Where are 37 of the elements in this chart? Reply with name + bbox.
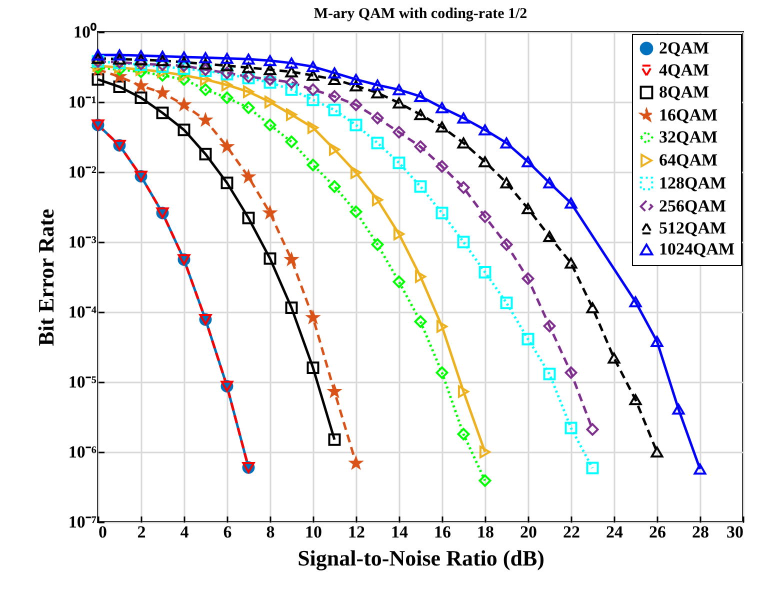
x-tick-label: 14 [391,522,408,542]
y-tick-label: 10⁻⁷ [68,512,96,532]
y-tick-label: 10⁻³ [68,232,96,252]
y-tick-label: 10⁻⁴ [68,302,96,322]
x-tick-label: 30 [726,522,744,542]
y-tick-label: 10⁻¹ [68,92,96,112]
x-tick-label: 20 [520,522,537,542]
chart-title: M-ary QAM with coding-rate 1/2 [314,6,528,22]
y-tick-label: 10⁻² [68,162,96,182]
x-tick-label: 8 [266,522,275,542]
x-axis-title: Signal-to-Noise Ratio (dB) [298,546,544,570]
x-tick-label: 18 [477,522,494,542]
legend-label: 1024QAM [659,240,735,258]
legend-label: 256QAM [659,196,726,216]
legend-label: 512QAM [659,218,726,238]
legend-label: 8QAM [659,82,710,102]
x-tick-label: 2 [137,522,146,542]
y-tick-label: 10⁻⁶ [68,442,96,462]
y-tick-label: 10⁻⁵ [68,372,96,392]
y-axis-title: Bit Error Rate [33,208,58,346]
x-tick-label: 0 [98,522,107,542]
legend-label: 2QAM [659,38,710,58]
x-tick-label: 10 [305,522,322,542]
x-tick-label: 4 [180,522,190,542]
legend-label: 32QAM [659,128,718,146]
legend-label: 64QAM [659,150,718,170]
x-tick-label: 28 [692,522,709,542]
x-tick-label: 16 [434,522,451,542]
y-tick-label: 10⁰ [74,22,96,42]
x-tick-label: 26 [649,522,666,542]
legend-label: 4QAM [659,60,710,80]
x-tick-label: 22 [563,522,580,542]
x-tick-label: 12 [348,522,365,542]
legend-label: 16QAM [659,106,718,124]
x-tick-label: 6 [223,522,232,542]
x-tick-label: 24 [606,522,624,542]
legend-label: 128QAM [659,174,726,192]
